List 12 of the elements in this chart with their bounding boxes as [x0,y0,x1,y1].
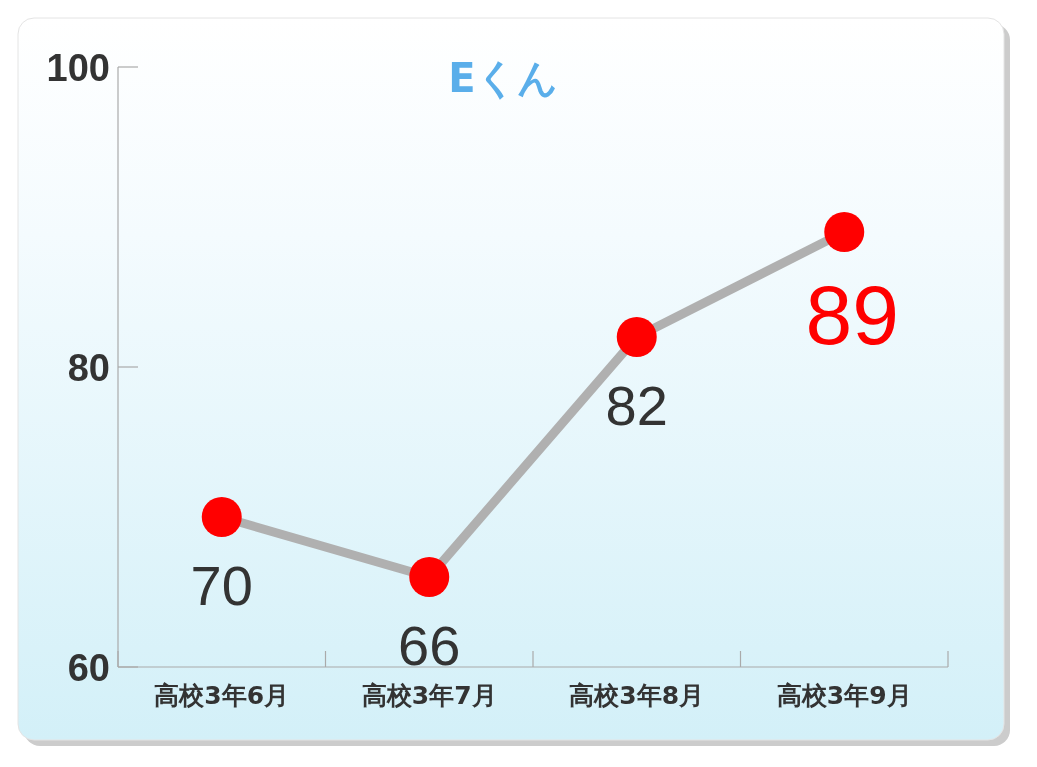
x-tick-label: 高校3年7月 [361,681,497,710]
chart-title: Eくん [448,55,558,101]
y-tick-label: 60 [67,647,110,689]
y-tick-label: 80 [67,347,110,389]
x-tick-label: 高校3年6月 [154,681,290,710]
data-label: 89 [805,268,899,362]
data-label: 70 [190,554,253,617]
x-tick-label: 高校3年8月 [569,681,705,710]
data-label: 66 [398,614,461,677]
x-tick-label: 高校3年9月 [776,681,912,710]
y-tick-label: 100 [46,47,110,89]
data-label: 82 [605,374,668,437]
